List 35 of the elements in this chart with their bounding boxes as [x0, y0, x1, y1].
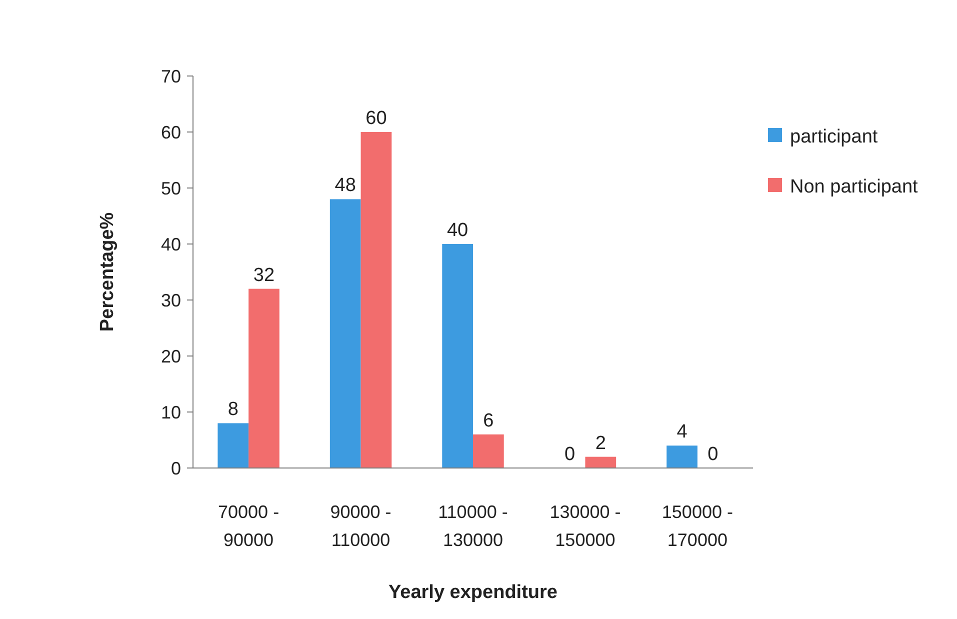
data-label: 60 — [366, 108, 387, 129]
data-label: 40 — [447, 220, 468, 241]
data-label: 4 — [676, 422, 688, 443]
data-label: 8 — [228, 399, 238, 420]
data-label: 0 — [708, 444, 718, 465]
data-label: 0 — [564, 444, 576, 465]
x-axis-title: Yearly expenditure — [388, 582, 558, 603]
x-tick-label: 90000 - 110000 — [330, 502, 392, 550]
bar — [248, 288, 280, 468]
x-tick-label: 110000 - 130000 — [438, 502, 508, 550]
data-label: 2 — [595, 432, 606, 454]
bar — [666, 446, 698, 468]
bar — [442, 244, 473, 468]
y-axis-title: Percentage% — [97, 212, 118, 332]
y-tick-label: 50 — [160, 178, 181, 198]
y-tick-label: 0 — [170, 458, 181, 478]
data-label: 48 — [334, 175, 356, 196]
bar — [473, 434, 504, 468]
x-tick-label: 130000 - 150000 — [550, 502, 621, 550]
legend-label: Non participant — [790, 176, 919, 198]
y-tick-label: 70 — [160, 66, 181, 86]
data-label: 32 — [253, 264, 275, 286]
y-tick-label: 10 — [160, 402, 181, 422]
x-tick-label: 70000 - 90000 — [218, 502, 280, 550]
y-tick-label: 60 — [160, 122, 181, 142]
legend-label: participant — [790, 126, 878, 148]
y-tick-label: 20 — [160, 346, 181, 366]
y-tick-label: 30 — [160, 290, 181, 310]
bar — [330, 199, 361, 468]
bar — [360, 132, 392, 468]
data-label: 6 — [483, 410, 494, 432]
bar — [585, 456, 616, 468]
bar — [218, 423, 249, 468]
x-tick-label: 150000 - 170000 — [662, 502, 733, 550]
y-tick-label: 40 — [160, 234, 181, 254]
